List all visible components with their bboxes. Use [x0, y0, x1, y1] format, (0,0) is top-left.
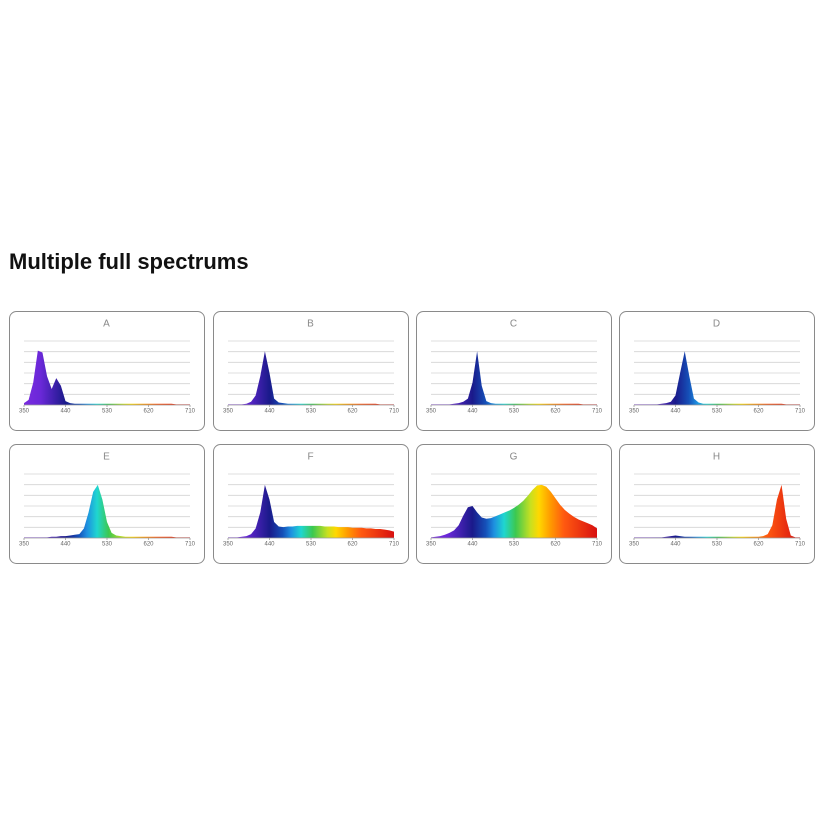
chart-panel: E 350 440 530 620 710	[9, 444, 205, 564]
x-tick-label: 350	[629, 409, 640, 415]
x-tick-label: 440	[467, 409, 478, 415]
x-tick-label: 710	[592, 409, 603, 415]
heading: Multiple full spectrums	[9, 249, 249, 274]
chart-title: D	[713, 319, 720, 330]
x-tick-label: 350	[223, 542, 234, 548]
x-tick-label: 530	[509, 409, 520, 415]
spectrum-area	[431, 351, 597, 405]
x-tick-label: 350	[426, 542, 437, 548]
x-tick-label: 530	[306, 409, 317, 415]
x-tick-label: 440	[264, 409, 275, 415]
x-tick-label: 620	[347, 542, 358, 548]
x-tick-label: 530	[712, 542, 723, 548]
x-tick-label: 530	[712, 409, 723, 415]
chart-panel: C 350 440 530 620 710	[416, 311, 612, 431]
chart-title: G	[510, 452, 518, 463]
x-tick-label: 620	[550, 542, 561, 548]
chart-panel: A 350 440 530 620 710	[9, 311, 205, 431]
x-tick-label: 350	[223, 409, 234, 415]
x-tick-label: 350	[19, 409, 30, 415]
spectrum-area	[228, 484, 394, 538]
x-tick-label: 440	[670, 409, 681, 415]
x-tick-label: 620	[753, 542, 764, 548]
x-tick-label: 710	[389, 542, 400, 548]
x-tick-label: 350	[19, 542, 30, 548]
chart-title: E	[103, 452, 110, 463]
x-tick-label: 350	[629, 542, 640, 548]
chart-panel: G 350 440 530 620 710	[416, 444, 612, 564]
x-tick-label: 620	[143, 542, 154, 548]
spectrum-area	[634, 484, 800, 538]
x-tick-label: 350	[426, 409, 437, 415]
x-tick-label: 440	[670, 542, 681, 548]
x-tick-label: 530	[102, 409, 113, 415]
chart-panel: H 350 440 530 620 710	[619, 444, 815, 564]
spectrum-area	[228, 351, 394, 405]
chart-title: A	[103, 319, 110, 330]
x-tick-label: 620	[753, 409, 764, 415]
x-tick-label: 620	[550, 409, 561, 415]
x-tick-label: 620	[143, 409, 154, 415]
x-tick-label: 440	[467, 542, 478, 548]
x-tick-label: 440	[264, 542, 275, 548]
chart-title: H	[713, 452, 720, 463]
chart-panel: D 350 440 530 620 710	[619, 311, 815, 431]
x-tick-label: 710	[795, 409, 806, 415]
chart-title: B	[307, 319, 314, 330]
x-tick-label: 710	[389, 409, 400, 415]
x-tick-label: 710	[185, 409, 196, 415]
x-tick-label: 620	[347, 409, 358, 415]
chart-panel: B 350 440 530 620 710	[213, 311, 409, 431]
x-tick-label: 530	[102, 542, 113, 548]
x-tick-label: 530	[509, 542, 520, 548]
spectrum-area	[24, 350, 190, 405]
x-tick-label: 440	[60, 542, 71, 548]
spectrum-area	[431, 484, 597, 538]
x-tick-label: 530	[306, 542, 317, 548]
spectrum-area	[24, 484, 190, 538]
x-tick-label: 710	[185, 542, 196, 548]
x-tick-label: 710	[592, 542, 603, 548]
x-tick-label: 710	[795, 542, 806, 548]
x-tick-label: 440	[60, 409, 71, 415]
chart-title: C	[510, 319, 517, 330]
chart-panel: F 350 440 530 620 710	[213, 444, 409, 564]
chart-title: F	[307, 452, 313, 463]
